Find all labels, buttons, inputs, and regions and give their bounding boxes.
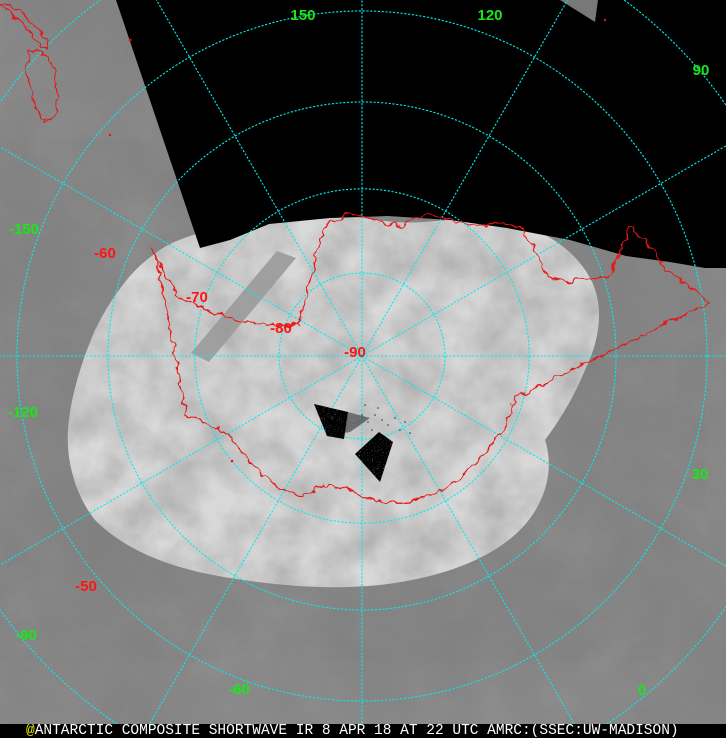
- svg-text:-80: -80: [270, 320, 292, 337]
- svg-text:-70: -70: [186, 289, 208, 306]
- svg-text:120: 120: [477, 7, 502, 24]
- svg-text:-90: -90: [344, 344, 366, 361]
- svg-text:-60: -60: [94, 245, 116, 262]
- svg-text:150: 150: [290, 7, 315, 24]
- svg-text:-90: -90: [15, 627, 37, 644]
- svg-text:30: 30: [692, 466, 709, 483]
- svg-text:0: 0: [638, 682, 646, 699]
- svg-text:-60: -60: [228, 681, 250, 698]
- svg-text:-150: -150: [9, 221, 39, 238]
- svg-text:-50: -50: [75, 578, 97, 595]
- svg-text:-120: -120: [8, 404, 38, 421]
- svg-text:90: 90: [693, 62, 710, 79]
